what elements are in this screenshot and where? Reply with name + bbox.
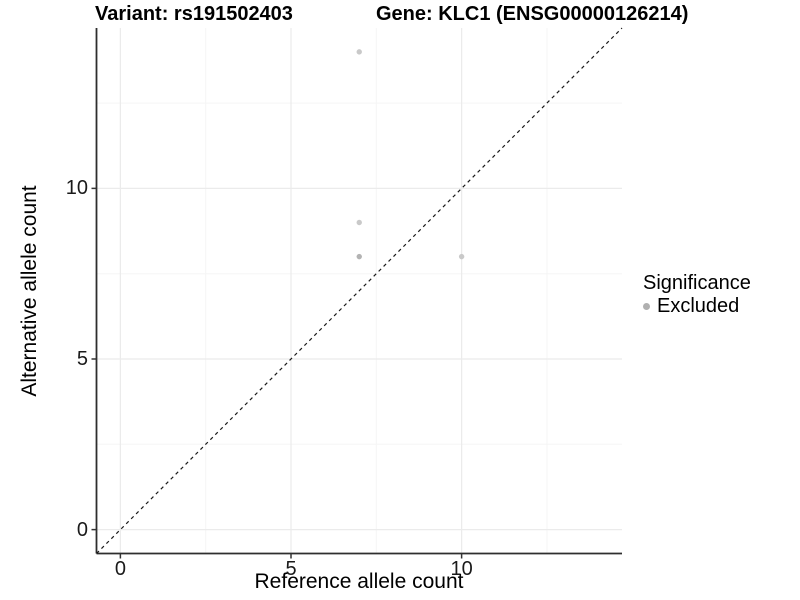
legend: Significance Excluded [643, 272, 751, 317]
data-point [458, 253, 465, 260]
legend-title: Significance [643, 272, 751, 294]
plot-title-gene: Gene: KLC1 (ENSG00000126214) [376, 3, 689, 25]
data-point [356, 219, 362, 226]
y-tick-label: 10 [65, 177, 88, 200]
plot-title-variant: Variant: rs191502403 [95, 3, 293, 25]
x-axis-title: Reference allele count [254, 570, 464, 593]
data-point [356, 253, 362, 260]
legend-item-label: Excluded [657, 295, 740, 317]
x-tick-label: 0 [114, 558, 126, 580]
legend-point-icon [643, 302, 650, 310]
legend-item-excluded: Excluded [643, 295, 751, 317]
y-tick-label: 5 [76, 347, 88, 370]
x-tick-label: 5 [285, 558, 297, 580]
y-axis-title: Alternative allele count [18, 185, 41, 397]
data-point [356, 49, 362, 55]
x-tick-label: 10 [450, 558, 473, 580]
y-tick-label: 0 [76, 518, 88, 541]
identity-line [96, 27, 623, 554]
